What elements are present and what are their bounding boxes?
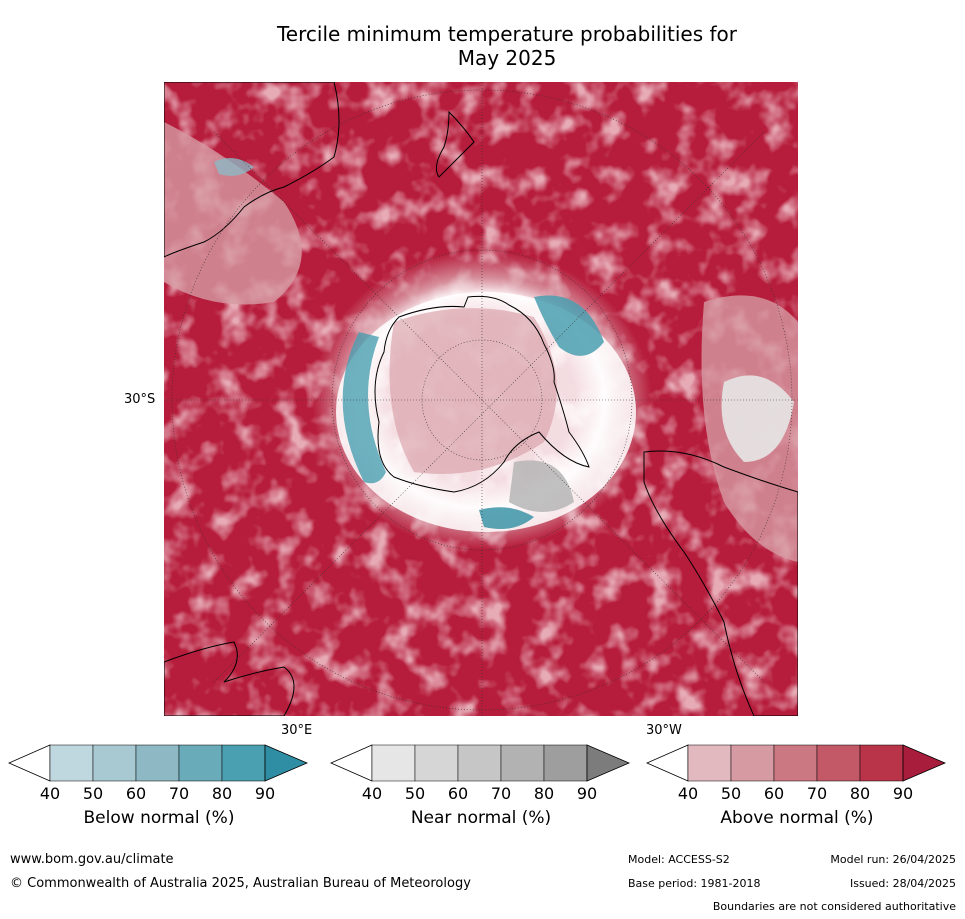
new-zealand-coastline <box>435 110 475 178</box>
graticule <box>164 82 798 716</box>
colorbar-ticks: 40 50 60 70 80 90 <box>330 784 632 804</box>
colorbar-tick-label: 90 <box>254 784 276 803</box>
colorbar-ticks: 40 50 60 70 80 90 <box>646 784 948 804</box>
colorbar-extend-low <box>330 744 373 782</box>
colorbar-swatch <box>859 744 904 782</box>
south-america-coastline <box>643 450 798 716</box>
colorbar-tick-label: 90 <box>892 784 914 803</box>
colorbar-above-normal: 40 50 60 70 80 90 Above normal (%) <box>646 744 948 828</box>
colorbar-swatch <box>221 744 266 782</box>
colorbar-tick-label: 50 <box>720 784 742 803</box>
disclaimer-text: Boundaries are not considered authoritat… <box>712 900 956 913</box>
colorbar-caption: Near normal (%) <box>410 808 552 828</box>
base-period-text: Base period: 1981-2018 <box>628 877 761 890</box>
below-normal-region <box>342 332 386 484</box>
model-run-text: Model run: 26/04/2025 <box>830 853 956 866</box>
colorbar-swatch <box>457 744 502 782</box>
colorbar-tick-label: 90 <box>576 784 598 803</box>
colorbar-swatch <box>500 744 545 782</box>
pink-region <box>164 122 302 305</box>
colorbar-caption: Below normal (%) <box>83 808 235 828</box>
colorbar-swatch <box>730 744 775 782</box>
colorbar-extend-high <box>586 744 631 782</box>
title-line-1: Tercile minimum temperature probabilitie… <box>276 22 738 46</box>
colorbar-tick-label: 50 <box>404 784 426 803</box>
antarctica-coastline <box>374 295 590 493</box>
lon-label-30e: 30°E <box>281 723 313 738</box>
colorbar-tick-label: 60 <box>447 784 469 803</box>
australia-coastline <box>164 82 340 258</box>
colorbar-swatch <box>543 744 588 782</box>
lon-label-30w: 30°W <box>646 723 682 738</box>
colorbar-extend-low <box>646 744 689 782</box>
colorbar-extend-high <box>264 744 309 782</box>
copyright-text: © Commonwealth of Australia 2025, Austra… <box>10 876 471 891</box>
lat-label: 30°S <box>124 392 156 407</box>
colorbar-below-swatches <box>8 744 309 782</box>
colorbar-swatch <box>687 744 732 782</box>
colorbar-near-normal: 40 50 60 70 80 90 Near normal (%) <box>330 744 632 828</box>
colorbar-caption: Above normal (%) <box>720 808 874 828</box>
colorbar-tick-label: 70 <box>806 784 828 803</box>
near-normal-patch <box>509 460 574 512</box>
model-text: Model: ACCESS-S2 <box>628 853 730 866</box>
colorbar-tick-label: 60 <box>125 784 147 803</box>
colorbar-tick-label: 80 <box>849 784 871 803</box>
colorbar-tick-label: 50 <box>82 784 104 803</box>
issued-text: Issued: 28/04/2025 <box>849 877 956 890</box>
website-link[interactable]: www.bom.gov.au/climate <box>10 852 174 867</box>
colorbar-tick-label: 40 <box>361 784 383 803</box>
colorbar-swatch <box>816 744 861 782</box>
colorbar-tick-label: 70 <box>490 784 512 803</box>
below-normal-region <box>534 295 604 356</box>
below-normal-region <box>479 507 534 530</box>
colorbar-tick-label: 60 <box>763 784 785 803</box>
title-line-2: May 2025 <box>457 46 557 70</box>
colorbar-extend-high <box>902 744 947 782</box>
colorbar-ticks: 40 50 60 70 80 90 <box>8 784 310 804</box>
colorbar-swatch <box>773 744 818 782</box>
colorbar-tick-label: 80 <box>533 784 555 803</box>
colorbar-swatch <box>371 744 416 782</box>
colorbar-below-normal: 40 50 60 70 80 90 Below normal (%) <box>8 744 310 828</box>
probability-map[interactable] <box>164 82 798 716</box>
africa-coastline <box>164 641 295 716</box>
map-canvas <box>164 82 798 716</box>
below-normal-region <box>214 158 254 176</box>
colorbar-swatch <box>49 744 94 782</box>
colorbar-near-swatches <box>330 744 631 782</box>
near-normal-patch <box>721 375 794 462</box>
chart-title: Tercile minimum temperature probabilitie… <box>0 22 965 70</box>
colorbar-swatch <box>178 744 223 782</box>
colorbar-swatch <box>414 744 459 782</box>
colorbar-tick-label: 40 <box>39 784 61 803</box>
colorbar-tick-label: 70 <box>168 784 190 803</box>
colorbar-above-swatches <box>646 744 947 782</box>
colorbar-swatch <box>92 744 137 782</box>
colorbar-swatch <box>135 744 180 782</box>
colorbar-tick-label: 40 <box>677 784 699 803</box>
colorbar-tick-label: 80 <box>211 784 233 803</box>
colorbar-extend-low <box>8 744 51 782</box>
